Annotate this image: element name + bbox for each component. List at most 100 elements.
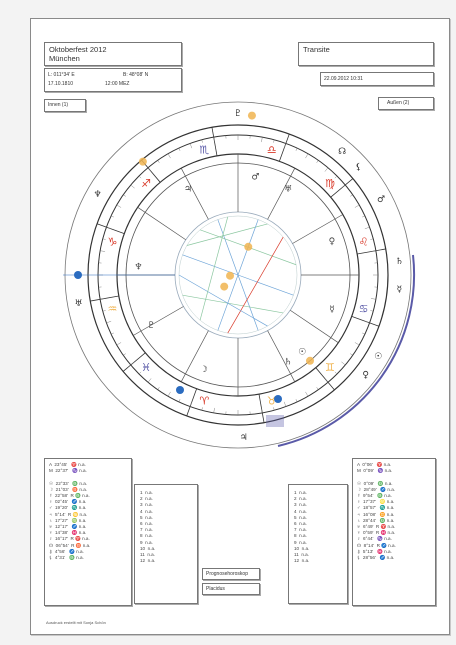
outer-planet-glyph: ♅ (74, 299, 82, 309)
natal-position-row: ♀ 02°45' ♐ n.a. (49, 499, 87, 505)
natal-house-row: 3 n.a. (140, 502, 153, 508)
degree-tick (370, 298, 376, 300)
inner-planet-glyph: ☽ (200, 365, 208, 375)
aspect-line (186, 223, 268, 246)
transit-datetime-box: 22.09.2012 10:31 (320, 72, 434, 86)
degree-tick (100, 250, 106, 252)
zodiac-sign-glyph: ♐ (141, 177, 151, 190)
natal-position-row: ☽ 21°03' ♉ n.a. (49, 486, 88, 492)
degree-tick (201, 139, 203, 143)
outer-planet-glyph: ⚸ (355, 163, 362, 173)
degree-tick (157, 387, 160, 390)
degree-tick (213, 137, 215, 143)
outer-wheel-label: Außen (2) (387, 100, 410, 106)
degree-tick (157, 160, 160, 163)
degree-tick (370, 250, 376, 252)
degree-tick (283, 143, 287, 149)
degree-tick (350, 353, 353, 356)
degree-tick (362, 215, 365, 218)
degree-tick (316, 160, 319, 163)
degree-tick (102, 238, 106, 240)
house-system-box: Placidus (202, 583, 260, 595)
transit-house-row: 11 n.a. (294, 552, 309, 558)
event-title: Oktoberfest 2012 (49, 45, 107, 54)
inner-planet-glyph: ♃ (184, 184, 192, 194)
natal-position-row: ♆ 14°38' ♓ n.a. (49, 530, 87, 536)
transit-houses-list: 1 n.a. 2 n.a. 3 n.a. 4 n.a. 5 n.a. 6 n.a. 7 n.… (294, 490, 309, 564)
degree-tick (261, 137, 263, 143)
planet-highlight (220, 282, 229, 291)
degree-tick (364, 226, 370, 230)
zodiac-sign-glyph: ♒ (107, 303, 117, 316)
degree-tick (295, 148, 298, 151)
degree-tick (147, 378, 152, 383)
time-value: 12:00 MEZ (105, 81, 130, 87)
natal-position-row: ♇ 16°17' R ♈ n.a. (49, 536, 90, 542)
degree-tick (295, 399, 298, 402)
degree-tick (138, 371, 142, 375)
progression-label: Prognosehoroskop (206, 571, 248, 577)
degree-tick (334, 175, 338, 179)
degree-tick (130, 184, 135, 189)
transit-position-row: M 0°09' ♑ n.a. (357, 468, 393, 474)
event-place: München (49, 54, 80, 63)
degree-tick (305, 391, 309, 397)
outer-planet-glyph: ☉ (374, 352, 382, 362)
house-divider (292, 214, 343, 244)
degree-tick (167, 391, 171, 397)
degree-tick (213, 407, 215, 413)
natal-house-row: 8 n.a. (140, 533, 153, 539)
outer-planet-glyph: ♃ (240, 433, 248, 443)
natal-position-row: ♅ 12°17' ♐ n.a. (49, 524, 87, 530)
natal-house-row: 11 n.a. (140, 552, 155, 558)
aspect-line (199, 216, 229, 321)
degree-tick (116, 342, 122, 346)
degree-tick (167, 153, 171, 159)
planet-highlight (305, 356, 314, 365)
degree-tick (130, 361, 135, 366)
degree-tick (324, 167, 329, 172)
planet-highlight (226, 271, 235, 280)
degree-tick (111, 332, 114, 335)
transit-position-row: ♆ 0°59' R ♓ n.a. (357, 530, 396, 536)
natal-house-row: 5 n.a. (140, 514, 153, 520)
natal-position-row: ♄ 17°27' ♍ n.a. (49, 517, 87, 523)
degree-tick (370, 310, 374, 312)
natal-house-row: 7 n.a. (140, 527, 153, 533)
degree-tick (341, 184, 346, 189)
footer-credit: Ausdruck erstellt mit Sonja Schön (46, 620, 106, 625)
transit-house-row: 7 n.a. (294, 527, 307, 533)
transit-house-row: 9 n.a. (294, 539, 307, 545)
natal-house-row: 1 n.a. (140, 490, 153, 495)
degree-tick (334, 371, 338, 375)
degree-tick (178, 399, 181, 402)
inner-planet-glyph: ♂ (251, 173, 259, 183)
natal-position-row: ☉ 22°33' ♎ n.a. (49, 480, 88, 486)
aspect-line (217, 219, 259, 331)
zodiac-sign-glyph: ♍ (325, 177, 335, 190)
natal-position-row: ☿ 22°58' R ♎ n.a. (49, 493, 90, 499)
aspect-line (227, 236, 284, 334)
degree-tick (350, 194, 353, 197)
degree-tick (305, 153, 309, 159)
degree-tick (111, 215, 114, 218)
degree-tick (100, 298, 106, 300)
zodiac-sign-glyph: ♊ (325, 361, 335, 374)
house-system-label: Placidus (206, 586, 225, 592)
degree-tick (189, 143, 193, 149)
transit-house-row: 3 n.a. (294, 502, 307, 508)
transit-position-row: ♇ 6°44' ♑ n.a. (357, 536, 392, 542)
natal-positions-list: A 23°45' ♈ n.a. M 22°37' ♑ n.a. ☉ 22°33' … (49, 462, 90, 561)
natal-position-row: ♂ 19°20' ♏ n.a. (49, 505, 87, 511)
degree-tick (354, 342, 360, 346)
latitude-value: B: 48°08' N (123, 72, 149, 78)
degree-tick (147, 167, 152, 172)
aspect-line (178, 274, 268, 327)
degree-tick (273, 407, 275, 411)
transit-house-row: 6 n.a. (294, 521, 307, 527)
cancer-highlight (266, 415, 284, 427)
outer-planet-glyph: ♂ (377, 195, 385, 205)
inner-planet-glyph: ♆ (134, 262, 142, 272)
degree-tick (364, 320, 370, 324)
transit-position-row: ♂ 18°57' ♏ n.a. (357, 505, 395, 511)
